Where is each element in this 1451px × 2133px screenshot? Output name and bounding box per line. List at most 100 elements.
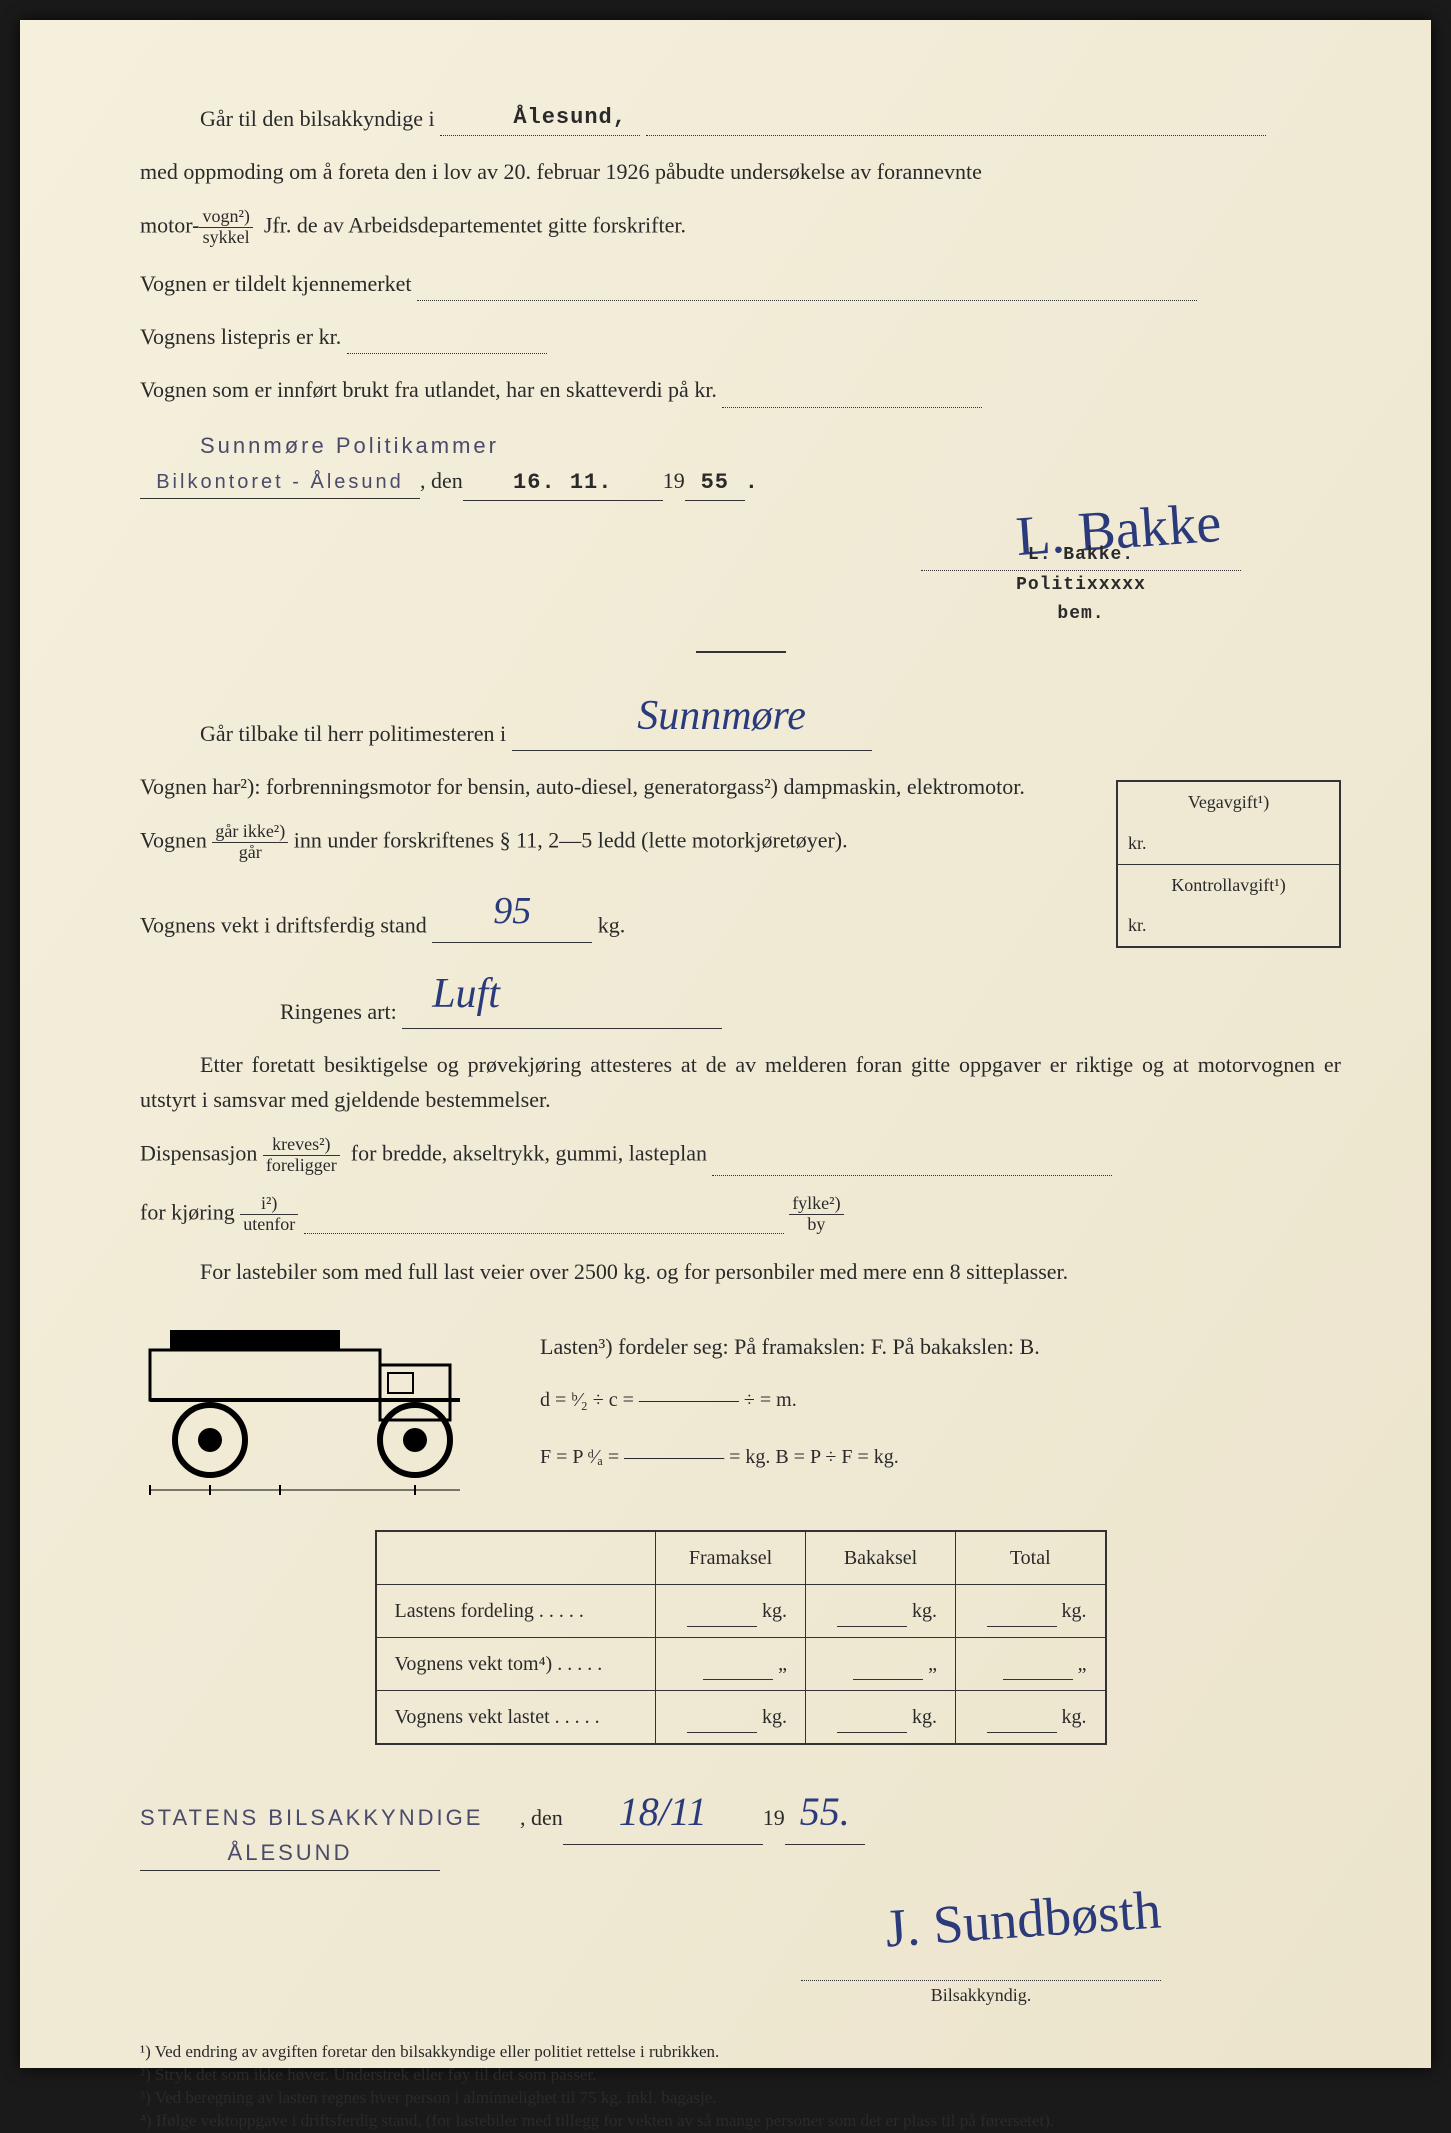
stamp2-b: ÅLESUND [140,1835,440,1871]
r2c3: „ [956,1637,1106,1690]
table-row: Vognens vekt lastet . . . . . kg. kg. kg… [376,1690,1106,1744]
heading-line: Går til den bilsakkyndige i Ålesund, [140,100,1341,136]
gar-bot: går [212,843,288,863]
fylke-top: fylke²) [789,1194,843,1215]
ringenes-field: Luft [402,961,722,1029]
kreves-bot: foreligger [263,1156,340,1176]
den-label-2: , den [520,1800,563,1835]
stamp2-a: STATENS BILSAKKYNDIGE [140,1800,520,1835]
lastebiler-line: For lastebiler som med full last veier o… [140,1254,1341,1289]
r3c2: kg. [806,1690,956,1744]
truck-diagram [140,1310,510,1510]
truck-formula-row: Lasten³) fordeler seg: På framakslen: F.… [140,1310,1341,1510]
vognen-gar-line: Vognen går ikke²)går inn under forskrift… [140,822,1070,863]
date2-year: 55. [785,1780,865,1845]
feebox-kr1: kr. [1118,823,1339,864]
date-sig-block-1: Sunnmøre Politikammer Bilkontoret - Åles… [140,428,1341,621]
year-prefix-2: 19 [763,1800,785,1835]
heading-blank [646,135,1266,136]
i-frac: i²)utenfor [240,1194,298,1235]
ringenes-line: Ringenes art: Luft [280,961,1341,1029]
formula-f: F = P ᵈ⁄ₐ = ————— = kg. B = P ÷ F = kg. [540,1441,1341,1473]
formula-d: d = ᵇ⁄₂ ÷ c = ————— ÷ = m. [540,1384,1341,1416]
r2c1: „ [656,1637,806,1690]
r1c3: kg. [956,1584,1106,1637]
table-header-row: Framaksel Bakaksel Total [376,1531,1106,1585]
den-label: , den [420,463,463,498]
kjoring-line: for kjøring i²)utenfor fylke²)by [140,1194,1341,1235]
innfort-line: Vognen som er innført brukt fra utlandet… [140,372,1341,407]
gar-post: inn under forskriftenes § 11, 2—5 ledd (… [294,828,848,853]
frac-bot: sykkel [199,228,252,248]
fn2: ²) Stryk det som ikke høver. Understrek … [140,2064,1341,2087]
para1-a: med oppmoding om å foreta den i lov av 2… [140,154,1341,189]
disp-blank [712,1175,1112,1176]
listepris-label: Vognens listepris er kr. [140,324,341,349]
period-1: . [745,465,759,500]
disp-label: Dispensasjon [140,1141,257,1166]
tilbake-label: Går tilbake til herr politimesteren i [200,721,506,746]
kreves-top: kreves²) [263,1135,340,1156]
feebox-kontroll: Kontrollavgift¹) [1118,864,1339,906]
listepris-line: Vognens listepris er kr. [140,319,1341,354]
disp-line: Dispensasjon kreves²)foreligger for bred… [140,1135,1341,1176]
i-bot: utenfor [240,1215,298,1235]
kjoring-blank [304,1233,784,1234]
date1-year: 55 [685,465,745,501]
heading-prefix: Går til den bilsakkyndige i [200,106,435,131]
formula-block: Lasten³) fordeler seg: På framakslen: F.… [540,1329,1341,1491]
r1c1: kg. [656,1584,806,1637]
stamp-2-block: STATENS BILSAKKYNDIGE ÅLESUND [140,1800,520,1871]
stamp-office-2: Bilkontoret - Ålesund [140,466,420,499]
motor-prefix: motor- [140,213,199,238]
tilbake-line: Går tilbake til herr politimesteren i Su… [140,683,1341,751]
table-row: Vognens vekt tom⁴) . . . . . „ „ „ [376,1637,1106,1690]
listepris-field [347,353,547,354]
r1c2: kg. [806,1584,956,1637]
kjenne-field [417,300,1197,301]
kjenne-label: Vognen er tildelt kjennemerket [140,271,411,296]
kreves-frac: kreves²)foreligger [263,1135,340,1176]
section-divider [696,651,786,653]
fylke-frac: fylke²)by [789,1194,843,1235]
fn1: ¹) Ved endring av avgiften foretar den b… [140,2041,1341,2064]
kjenne-line: Vognen er tildelt kjennemerket [140,266,1341,301]
attestation: Etter foretatt besiktigelse og prøvekjør… [140,1047,1341,1117]
fn3: ³) Ved beregning av lasten regnes hver p… [140,2087,1341,2110]
disp-post: for bredde, akseltrykk, gummi, lasteplan [351,1141,707,1166]
gar-top: går ikke²) [212,822,288,843]
year-prefix-1: 19 [663,463,685,498]
tilbake-field: Sunnmøre [512,683,872,751]
signature-area-2: J. Sundbøsth Bilsakkyndig. [140,1871,1341,2001]
lasten-fordeler: Lasten³) fordeler seg: På framakslen: F.… [540,1329,1341,1364]
th-framaksel: Framaksel [656,1531,806,1585]
gar-frac: går ikke²)går [212,822,288,863]
feebox-veg: Vegavgift¹) [1118,782,1339,823]
innfort-field [722,407,982,408]
sig2-title-block: Bilsakkyndig. [801,1946,1161,2010]
sig2-title: Bilsakkyndig. [801,1981,1161,2010]
footnotes: ¹) Ved endring av avgiften foretar den b… [140,2041,1341,2133]
table-row: Lastens fordeling . . . . . kg. kg. kg. [376,1584,1106,1637]
signature-area-1: L. Bakke L. Bakke. Politixxxxx bem. [140,501,1341,621]
r2-label: Vognens vekt tom⁴) . . . . . [376,1637,656,1690]
date2-day: 18/11 [563,1780,763,1845]
document-page: Går til den bilsakkyndige i Ålesund, med… [20,20,1431,2068]
r3-label: Vognens vekt lastet . . . . . [376,1690,656,1744]
para1-b: motor-vogn²)sykkel Jfr. de av Arbeidsdep… [140,207,1341,248]
r2c2: „ [806,1637,956,1690]
vognen-har: Vognen har²): forbrenningsmotor for bens… [140,769,1070,804]
fylke-bot: by [789,1215,843,1235]
stamp-office-1: Sunnmøre Politikammer [200,428,1341,463]
sig1-title-c: bem. [921,600,1241,629]
weight-table: Framaksel Bakaksel Total Lastens fordeli… [375,1530,1107,1745]
i-top: i²) [240,1194,298,1215]
fn4: ⁴) Ifølge vektoppgave i driftsferdig sta… [140,2110,1341,2133]
sig1-title-b: Politixxxxx [921,571,1241,600]
r3c1: kg. [656,1690,806,1744]
th-bakaksel: Bakaksel [806,1531,956,1585]
sig1-title-block: L. Bakke. Politixxxxx bem. [921,541,1241,628]
city-field: Ålesund, [440,100,640,136]
kjoring-label: for kjøring [140,1199,235,1224]
vekt-unit: kg. [598,912,626,937]
